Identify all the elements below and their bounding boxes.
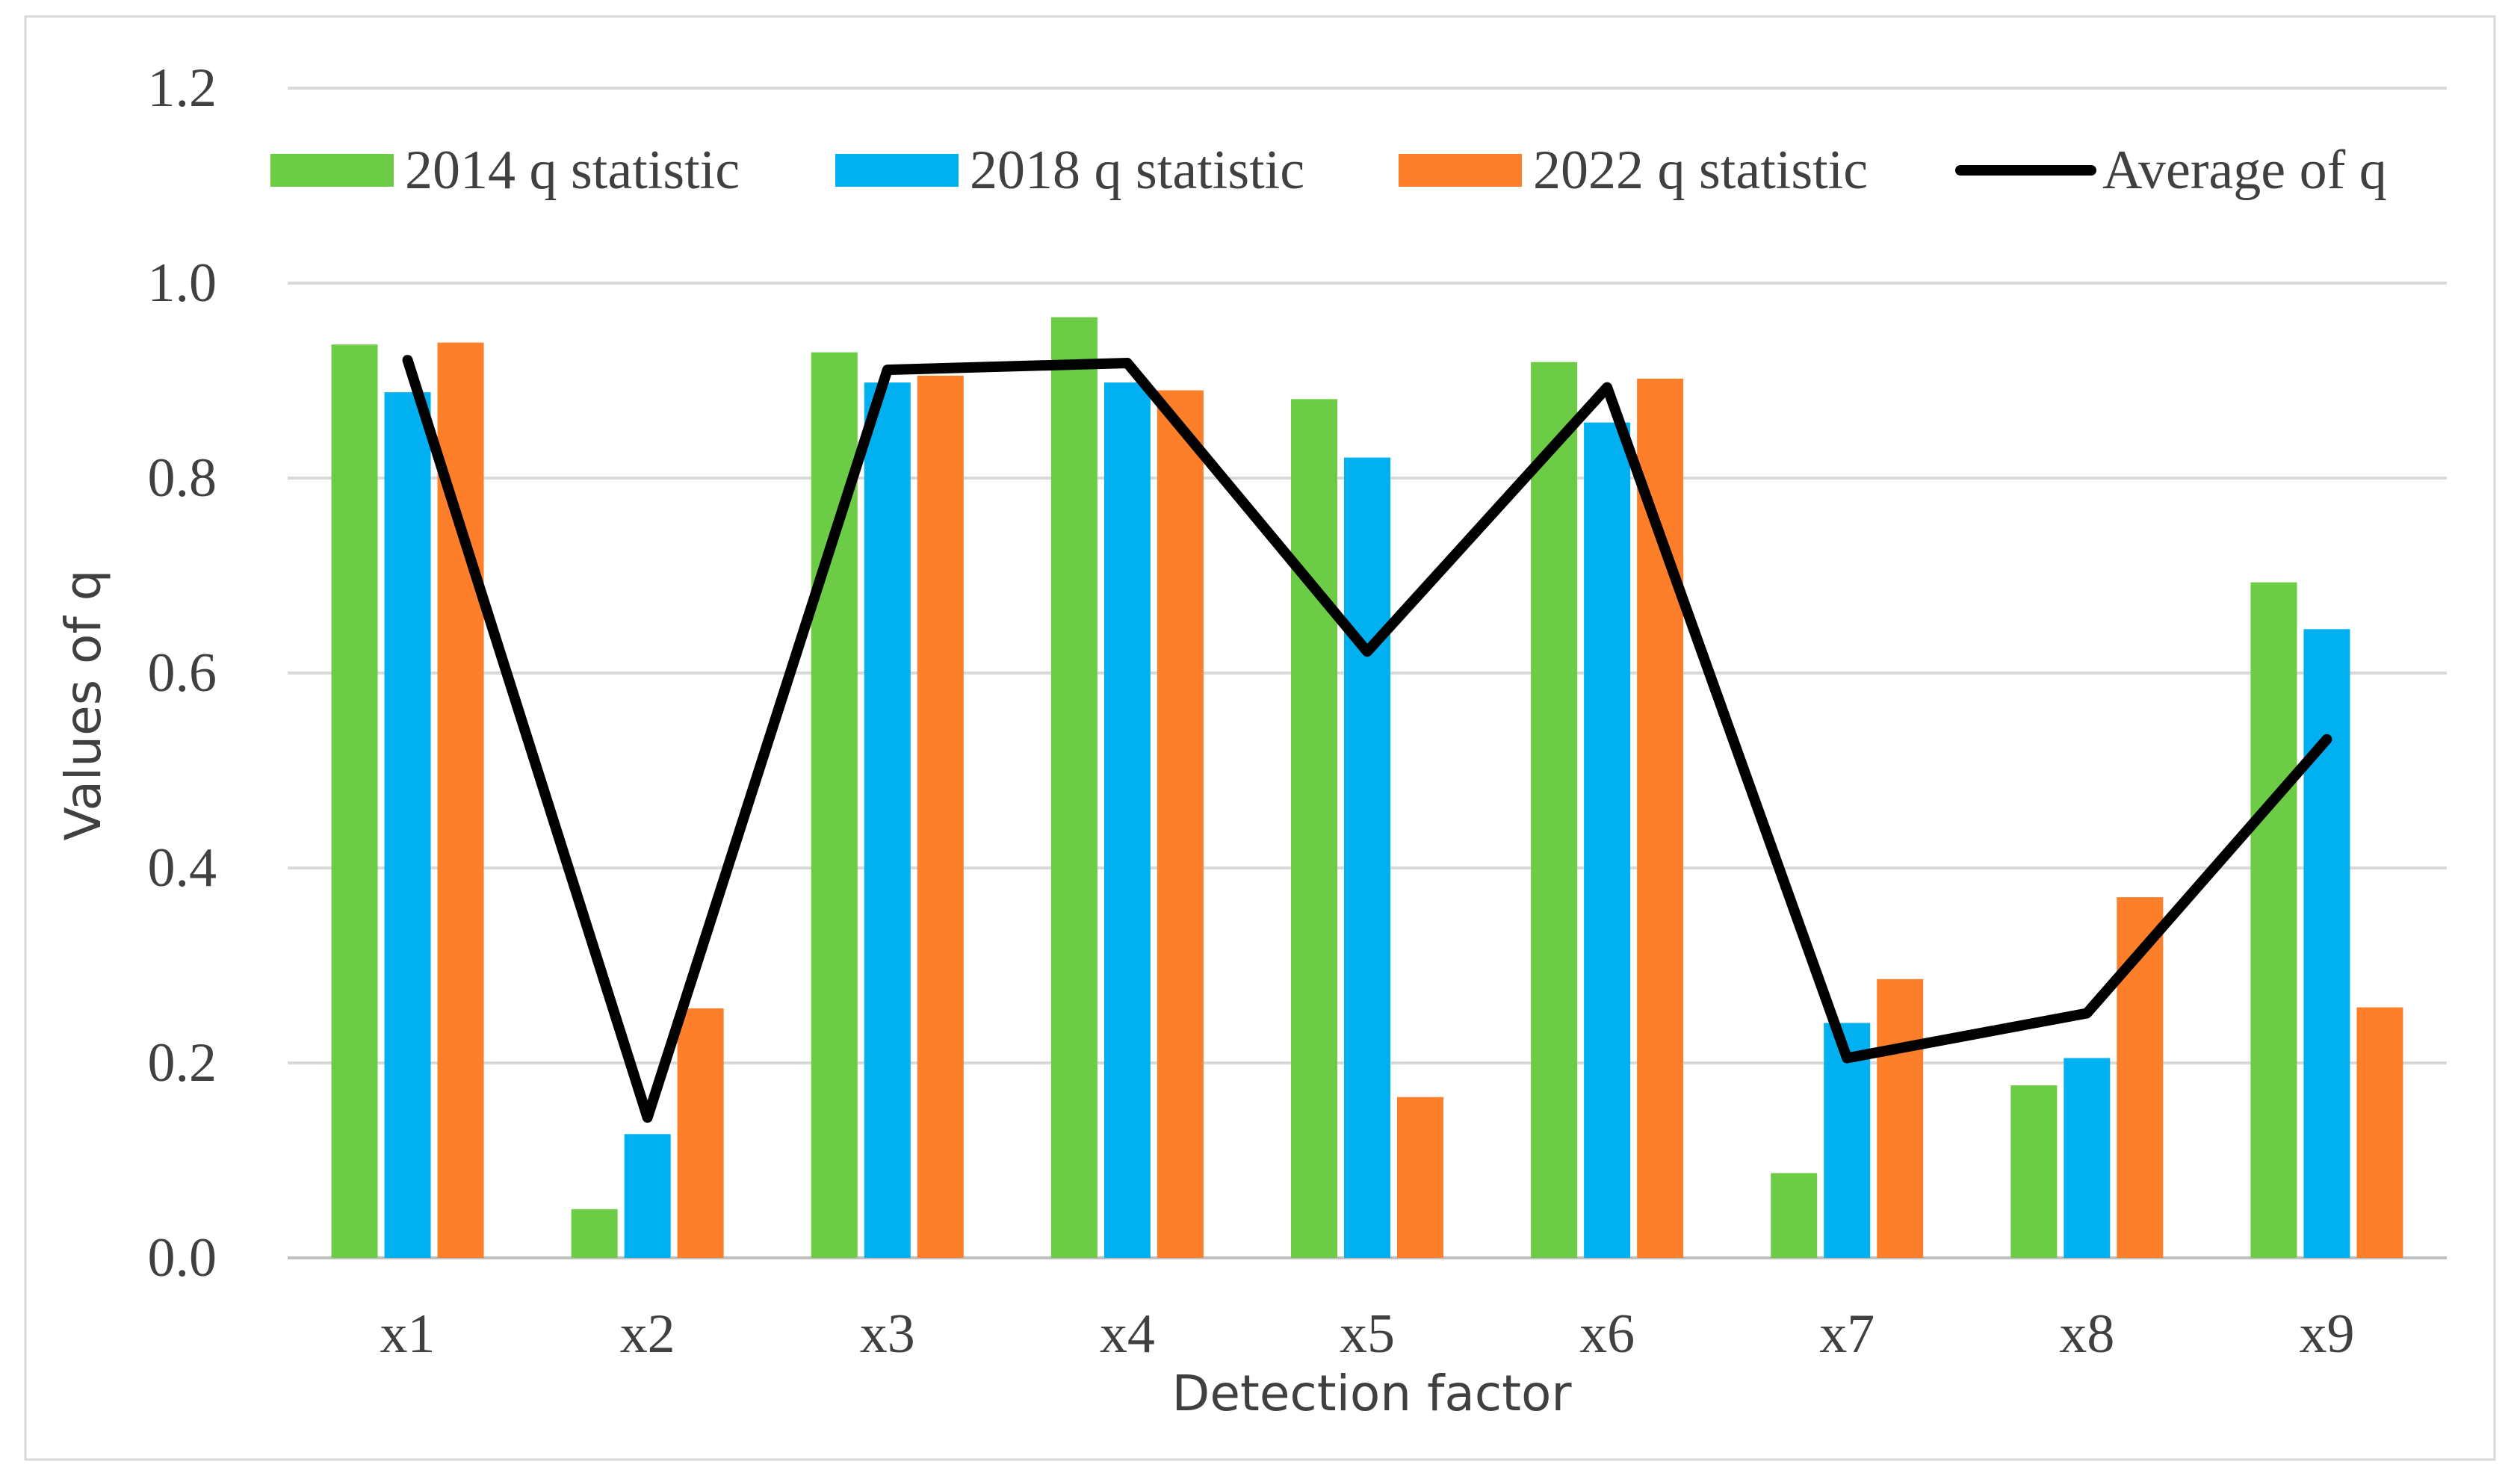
y-tick-label: 0.4 xyxy=(148,837,217,899)
x-tick-label: x9 xyxy=(2299,1303,2354,1365)
y-axis-ticks: 0.0 0.2 0.4 0.6 0.8 1.0 1.2 xyxy=(148,58,217,1289)
bar-2014-x7 xyxy=(1771,1173,1818,1258)
bar-2018-x4 xyxy=(1103,382,1151,1258)
legend-swatch-2014 xyxy=(270,154,394,187)
x-tick-label: x1 xyxy=(380,1303,436,1365)
x-tick-label: x4 xyxy=(1100,1303,1155,1365)
bar-2022-x7 xyxy=(1877,979,1924,1258)
x-tick-label: x5 xyxy=(1340,1303,1395,1365)
y-tick-label: 1.2 xyxy=(148,58,217,119)
legend-swatch-2018 xyxy=(835,154,959,187)
y-axis-title: Values of q xyxy=(55,569,112,840)
legend-label: Average of q xyxy=(2102,140,2387,201)
x-tick-label: x8 xyxy=(2059,1303,2114,1365)
x-axis-ticks: x1 x2 x3 x4 x5 x6 x7 x8 x9 xyxy=(380,1303,2355,1365)
bar-2014-x2 xyxy=(571,1209,618,1258)
bar-2018-x9 xyxy=(2303,629,2350,1258)
bar-2014-x5 xyxy=(1291,399,1337,1259)
bar-2022-x3 xyxy=(917,375,964,1259)
bar-2014-x4 xyxy=(1050,317,1098,1258)
bar-2018-x3 xyxy=(864,382,911,1258)
x-tick-label: x2 xyxy=(620,1303,675,1365)
bar-2022-x2 xyxy=(677,1008,724,1258)
y-tick-label: 1.0 xyxy=(148,252,217,314)
bar-2018-x1 xyxy=(384,392,431,1259)
x-tick-label: x7 xyxy=(1819,1303,1874,1365)
legend-label: 2018 q statistic xyxy=(970,140,1304,201)
y-tick-label: 0.6 xyxy=(148,642,217,704)
y-tick-label: 0.8 xyxy=(148,447,217,509)
bar-2014-x8 xyxy=(2010,1085,2058,1258)
average-line-group xyxy=(402,355,2332,1123)
bar-2022-x9 xyxy=(2356,1007,2403,1258)
bar-2014-x9 xyxy=(2250,582,2297,1258)
bars-group xyxy=(331,317,2403,1259)
bar-2018-x2 xyxy=(624,1134,671,1258)
bar-2022-x5 xyxy=(1397,1097,1443,1258)
legend-swatch-2022 xyxy=(1399,154,1522,187)
legend: 2014 q statistic 2018 q statistic 2022 q s… xyxy=(270,140,2387,201)
x-tick-label: x3 xyxy=(860,1303,915,1365)
y-tick-label: 0.0 xyxy=(148,1227,217,1289)
legend-label: 2014 q statistic xyxy=(405,140,740,201)
bar-2022-x6 xyxy=(1637,378,1684,1258)
bar-2014-x6 xyxy=(1531,362,1578,1259)
y-tick-label: 0.2 xyxy=(148,1032,217,1094)
bar-2018-x8 xyxy=(2064,1058,2111,1258)
bar-2018-x5 xyxy=(1344,457,1390,1258)
bar-2018-x6 xyxy=(1584,422,1631,1258)
x-axis-title: Detection factor xyxy=(1172,1365,1573,1422)
bar-2014-x1 xyxy=(331,344,378,1259)
x-tick-label: x6 xyxy=(1579,1303,1635,1365)
legend-label: 2022 q statistic xyxy=(1533,140,1868,201)
bar-2022-x4 xyxy=(1157,390,1204,1258)
